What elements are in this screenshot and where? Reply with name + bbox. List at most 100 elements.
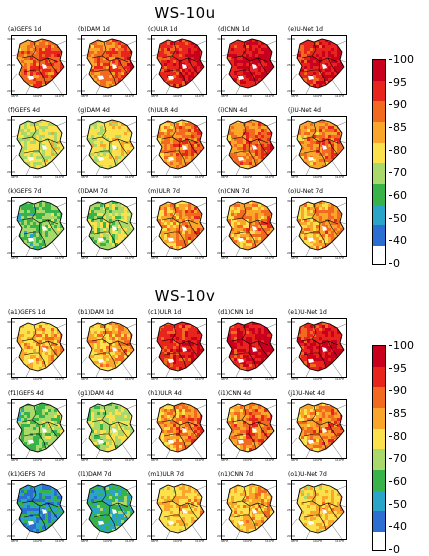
grid-cell: [109, 123, 112, 126]
grid-cell: [243, 63, 246, 66]
grid-cell: [57, 135, 60, 138]
grid-cell: [225, 165, 228, 168]
grid-cell: [225, 48, 228, 51]
grid-cell: [91, 39, 94, 42]
grid-cell: [48, 171, 51, 174]
grid-cell: [85, 84, 88, 87]
grid-cell: [21, 234, 24, 237]
grid-cell: [54, 138, 57, 141]
grid-cell: [27, 45, 30, 48]
grid-cell: [301, 141, 304, 144]
grid-cell: [15, 90, 18, 93]
grid-cell: [155, 87, 158, 90]
grid-cell: [91, 198, 94, 201]
grid-cell: [109, 54, 112, 57]
grid-cell: [21, 39, 24, 42]
grid-cell: [246, 165, 249, 168]
grid-cell: [194, 39, 197, 42]
grid-cell: [97, 123, 100, 126]
grid-cell: [164, 168, 167, 171]
grid-cell: [273, 138, 276, 141]
grid-cell: [121, 207, 124, 210]
grid-cell: [319, 48, 322, 51]
grid-cell: [231, 120, 234, 123]
grid-cell: [100, 81, 103, 84]
grid-cell: [298, 120, 301, 123]
grid-cell: [222, 72, 225, 75]
grid-cell: [85, 117, 88, 120]
grid-cell: [106, 228, 109, 231]
grid-cell: [103, 216, 106, 219]
grid-cell: [15, 168, 18, 171]
grid-cell: [246, 54, 249, 57]
grid-cell: [48, 237, 51, 240]
grid-cell: [106, 84, 109, 87]
grid-cell: [100, 66, 103, 69]
grid-cell: [194, 144, 197, 147]
grid-cell: [340, 45, 343, 48]
grid-cell: [252, 204, 255, 207]
grid-cell: [343, 69, 346, 72]
grid-cell: [88, 168, 91, 171]
grid-cell: [188, 153, 191, 156]
grid-cell: [121, 87, 124, 90]
grid-cell: [45, 135, 48, 138]
grid-cell: [85, 147, 88, 150]
grid-cell: [310, 72, 313, 75]
grid-cell: [243, 135, 246, 138]
grid-cell: [155, 45, 158, 48]
grid-cell: [249, 81, 252, 84]
grid-cell: [246, 63, 249, 66]
grid-cell: [161, 45, 164, 48]
grid-cell: [340, 84, 343, 87]
grid-cell: [337, 57, 340, 60]
grid-cell: [33, 144, 36, 147]
grid-cell: [57, 75, 60, 78]
grid-cell: [225, 150, 228, 153]
grid-cell: [170, 141, 173, 144]
grid-cell: [231, 129, 234, 132]
grid-cell: [112, 36, 115, 39]
grid-cell: [182, 90, 185, 93]
grid-cell: [322, 117, 325, 120]
grid-cell: [179, 117, 182, 120]
grid-cell: [188, 69, 191, 72]
lat-tick-label: 20°N: [7, 251, 15, 255]
grid-cell: [100, 225, 103, 228]
grid-cell: [310, 57, 313, 60]
grid-cell: [115, 231, 118, 234]
grid-cell: [82, 126, 85, 129]
lat-tick-label: 25°N: [7, 225, 15, 229]
grid-cell: [267, 162, 270, 165]
grid-cell: [222, 204, 225, 207]
grid-cell: [188, 123, 191, 126]
grid-cell: [298, 162, 301, 165]
grid-cell: [115, 198, 118, 201]
grid-cell: [30, 168, 33, 171]
grid-cell: [91, 135, 94, 138]
grid-cell: [60, 159, 63, 162]
grid-cell: [340, 168, 343, 171]
grid-cell: [304, 141, 307, 144]
grid-cell: [60, 84, 63, 87]
grid-cell: [325, 60, 328, 63]
grid-cell: [112, 210, 115, 213]
grid-cell: [15, 60, 18, 63]
grid-cell: [112, 171, 115, 174]
lon-tick-label: 98°E: [11, 175, 18, 179]
grid-cell: [249, 126, 252, 129]
grid-cell: [170, 243, 173, 246]
grid-cell: [100, 42, 103, 45]
grid-cell: [304, 72, 307, 75]
grid-cell: [133, 48, 136, 51]
grid-cell: [155, 117, 158, 120]
grid-cell: [112, 132, 115, 135]
grid-cell: [18, 90, 21, 93]
grid-cell: [252, 171, 255, 174]
grid-cell: [246, 153, 249, 156]
grid-cell: [88, 147, 91, 150]
grid-cell: [94, 141, 97, 144]
grid-cell: [176, 165, 179, 168]
grid-cell: [261, 156, 264, 159]
grid-cell: [170, 168, 173, 171]
